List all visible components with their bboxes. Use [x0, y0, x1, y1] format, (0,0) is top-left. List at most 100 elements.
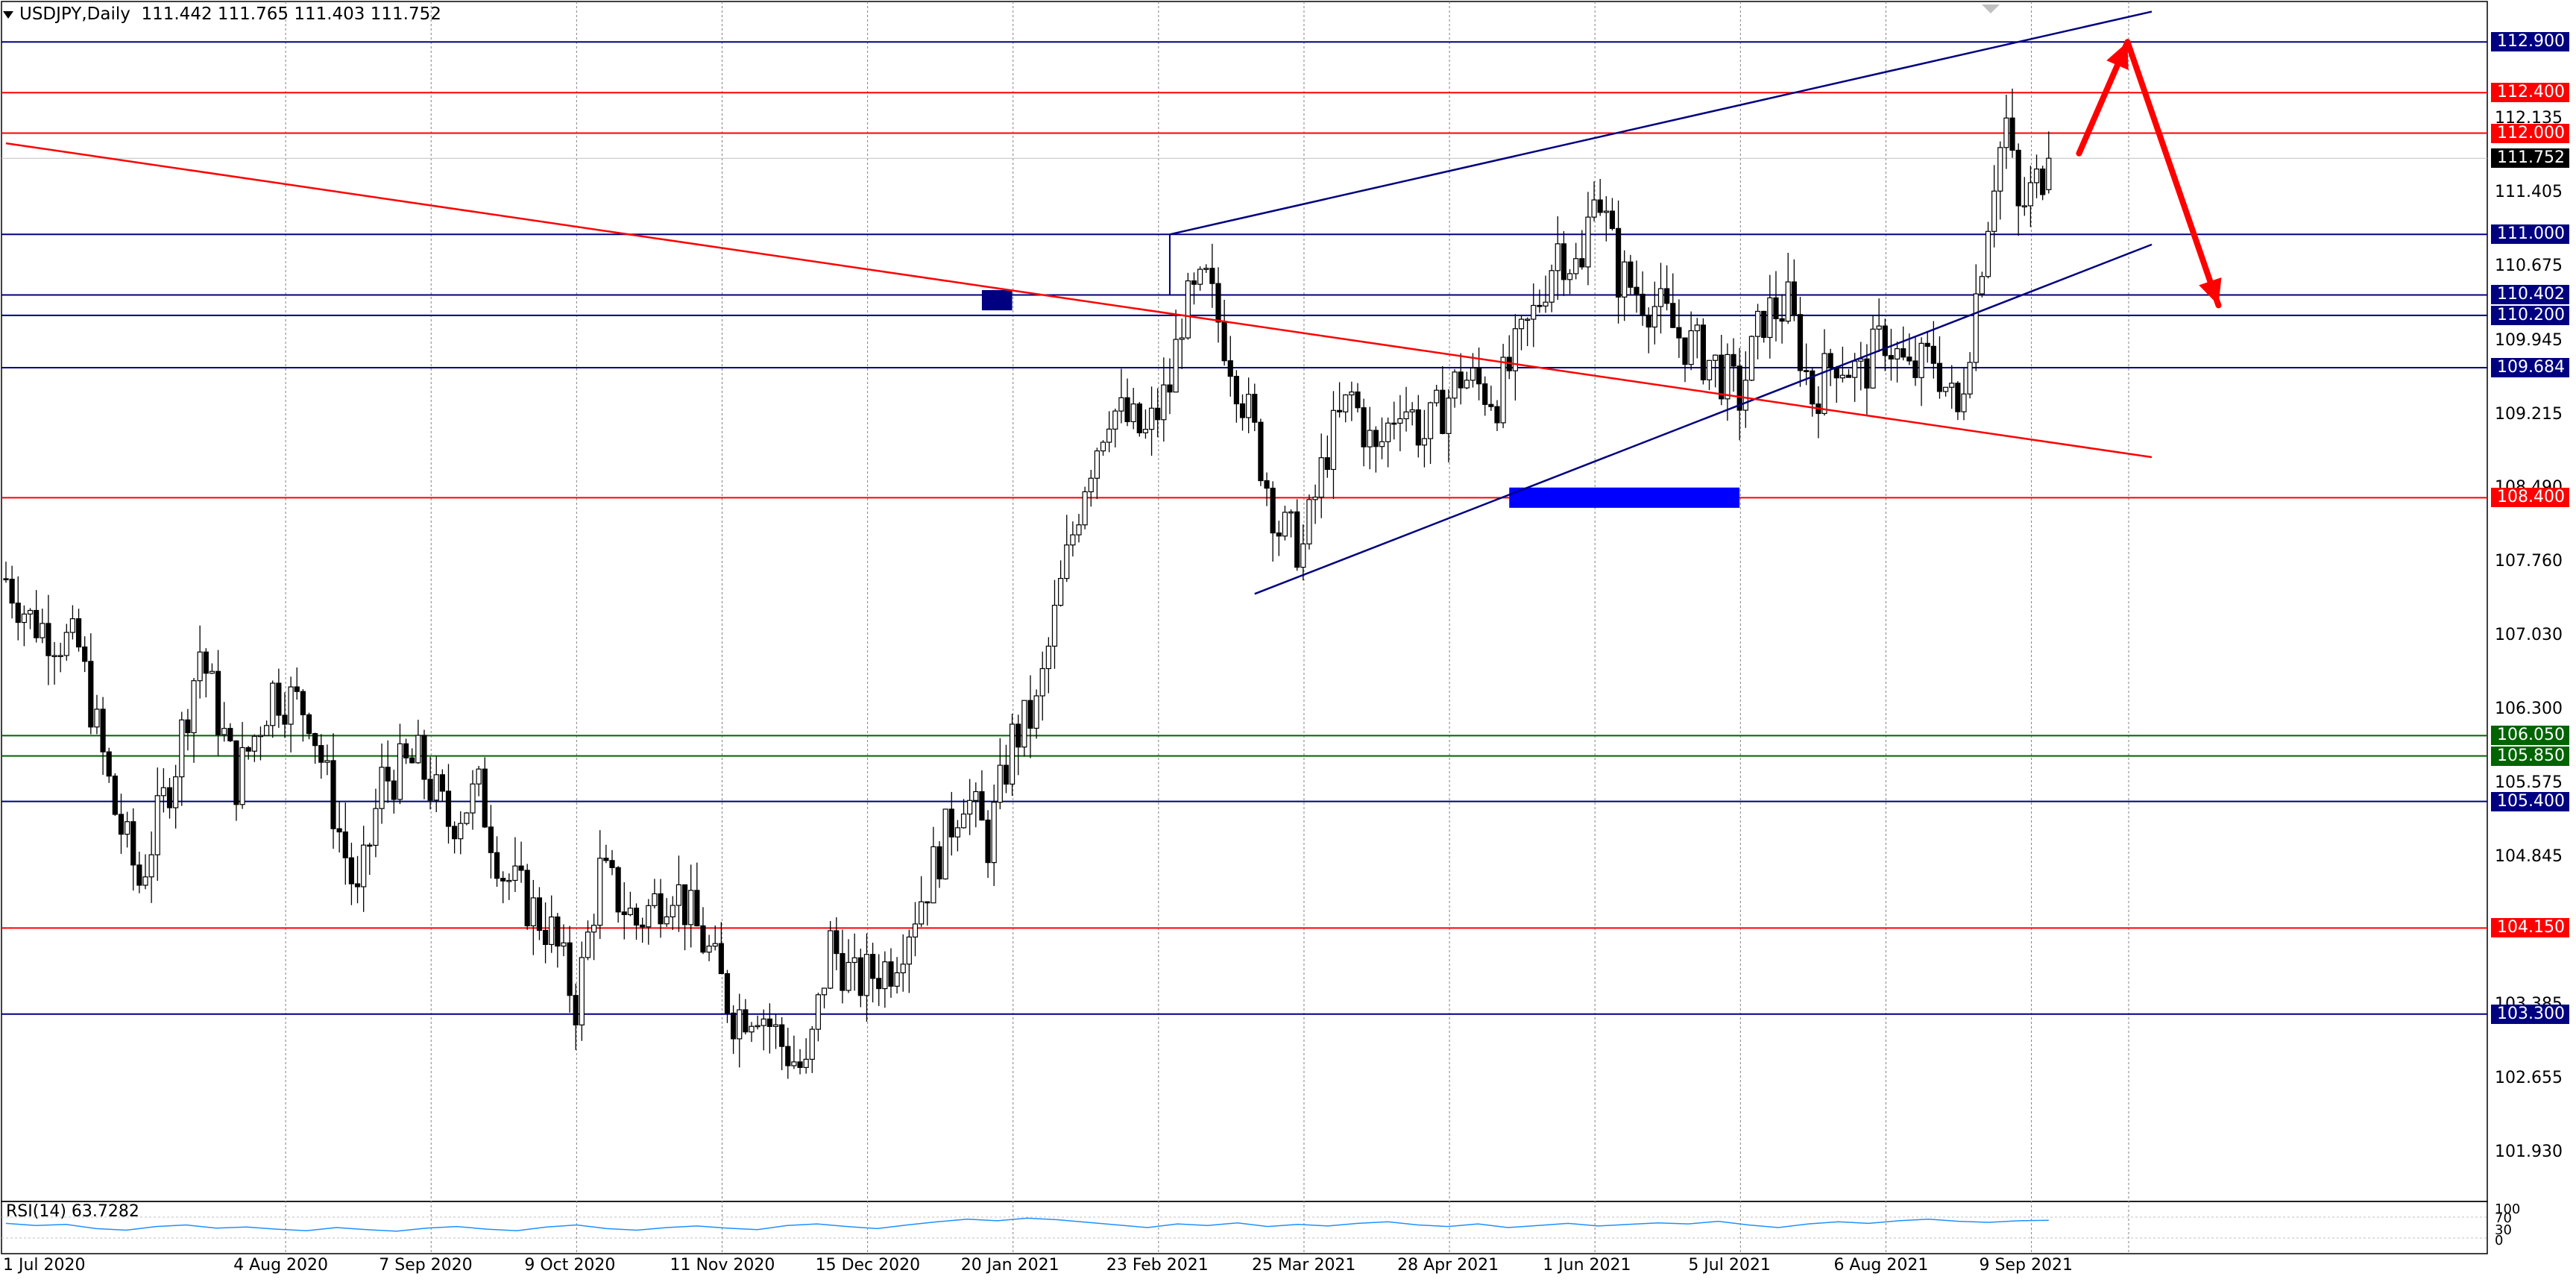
candle-body — [1409, 409, 1415, 412]
candle-body — [342, 831, 348, 858]
candle-body — [142, 876, 148, 886]
candle-body — [997, 764, 1003, 803]
candle-body — [476, 768, 482, 785]
candle-body — [1058, 577, 1064, 606]
candle-body — [1003, 764, 1010, 785]
candle-body — [1870, 328, 1876, 389]
rsi-pane-border — [1, 1201, 2488, 1254]
candle-body — [1185, 280, 1191, 339]
candle-body — [1657, 288, 1664, 307]
scroll-marker-icon[interactable] — [1982, 4, 2000, 13]
candle-body — [760, 1018, 766, 1026]
candle-body — [1270, 487, 1276, 534]
candle-body — [1161, 384, 1167, 421]
candle-body — [1203, 268, 1209, 270]
candle-body — [973, 791, 979, 801]
candle-body — [664, 916, 670, 925]
candle-body — [1597, 199, 1603, 213]
candle-body — [427, 779, 433, 801]
candle-body — [1688, 330, 1694, 365]
candle-body — [936, 846, 942, 880]
candle-body — [1682, 337, 1688, 365]
candle-body — [185, 719, 191, 734]
candle-body — [1391, 422, 1397, 425]
candle-body — [597, 858, 603, 926]
candle-body — [1888, 355, 1895, 359]
candle-body — [1173, 339, 1179, 393]
candle-body — [433, 774, 439, 801]
candle-body — [1537, 304, 1543, 307]
candle-body — [166, 787, 173, 808]
candle-body — [1579, 258, 1585, 268]
candle-body — [1464, 380, 1470, 389]
candle-body — [1676, 327, 1682, 339]
candle-body — [512, 865, 518, 882]
candle-body — [197, 651, 203, 682]
level-price-tag: 108.400 — [2491, 488, 2569, 508]
y-tick-label: 107.030 — [2495, 626, 2563, 645]
candle-body — [1076, 524, 1082, 535]
candle-body — [779, 1024, 785, 1047]
candle-body — [1930, 345, 1936, 364]
candle-body — [1482, 383, 1488, 405]
candle-body — [1876, 325, 1882, 330]
candle-body — [1136, 403, 1142, 433]
candle-body — [688, 890, 694, 926]
candle-body — [336, 828, 342, 833]
dropdown-triangle-icon[interactable] — [3, 10, 13, 19]
candle-body — [1343, 394, 1349, 412]
candle-body — [324, 760, 330, 763]
candle-body — [282, 714, 288, 725]
x-tick-label: 28 Apr 2021 — [1397, 1256, 1499, 1275]
candle-body — [536, 897, 543, 931]
candle-body — [1264, 480, 1270, 489]
level-price-tag: 105.850 — [2491, 746, 2569, 766]
x-tick-label: 9 Oct 2020 — [524, 1256, 616, 1275]
candle-body — [882, 961, 888, 990]
candle-body — [63, 632, 69, 656]
candle-body — [1906, 356, 1912, 362]
rsi-tick-label: 100 — [2495, 1201, 2521, 1217]
candle-body — [567, 942, 573, 996]
level-price-tag: 106.050 — [2491, 726, 2569, 746]
candle-body — [1494, 406, 1500, 424]
candle-body — [1791, 281, 1797, 315]
candle-body — [409, 757, 415, 764]
candle-body — [1609, 210, 1616, 229]
trendline-falling — [5, 142, 2153, 459]
candle-body — [118, 814, 125, 835]
candle-body — [1167, 384, 1173, 393]
candle-body — [845, 961, 851, 991]
candle-body — [919, 901, 925, 925]
candle-body — [1573, 258, 1579, 274]
candle-body — [1949, 383, 1955, 388]
candle-body — [967, 799, 973, 815]
candle-body — [1130, 403, 1136, 422]
candle-body — [706, 945, 712, 953]
candle-body — [494, 852, 500, 879]
candle-body — [1434, 389, 1440, 403]
x-tick-label: 1 Jun 2021 — [1543, 1256, 1631, 1275]
candle-body — [1646, 315, 1651, 328]
candle-body — [743, 1009, 749, 1033]
candle-body — [69, 618, 76, 633]
candle-body — [1973, 293, 1979, 363]
candle-body — [1300, 543, 1306, 568]
candle-body — [379, 767, 385, 809]
candle-body — [737, 1009, 743, 1040]
candle-body — [3, 578, 9, 581]
candle-body — [785, 1046, 791, 1066]
candle-body — [233, 740, 239, 805]
candle-body — [954, 827, 961, 838]
candle-body — [1943, 386, 1949, 392]
candle-body — [1634, 286, 1640, 295]
candle-body — [403, 743, 409, 758]
y-tick-label: 110.675 — [2495, 257, 2563, 276]
projection-arrows — [2076, 39, 2222, 309]
candle-body — [1566, 273, 1573, 280]
candle-body — [1258, 421, 1264, 482]
y-tick-label: 105.575 — [2495, 773, 2563, 792]
candle-body — [148, 854, 154, 878]
candle-body — [125, 821, 130, 835]
candle-body — [82, 646, 88, 662]
